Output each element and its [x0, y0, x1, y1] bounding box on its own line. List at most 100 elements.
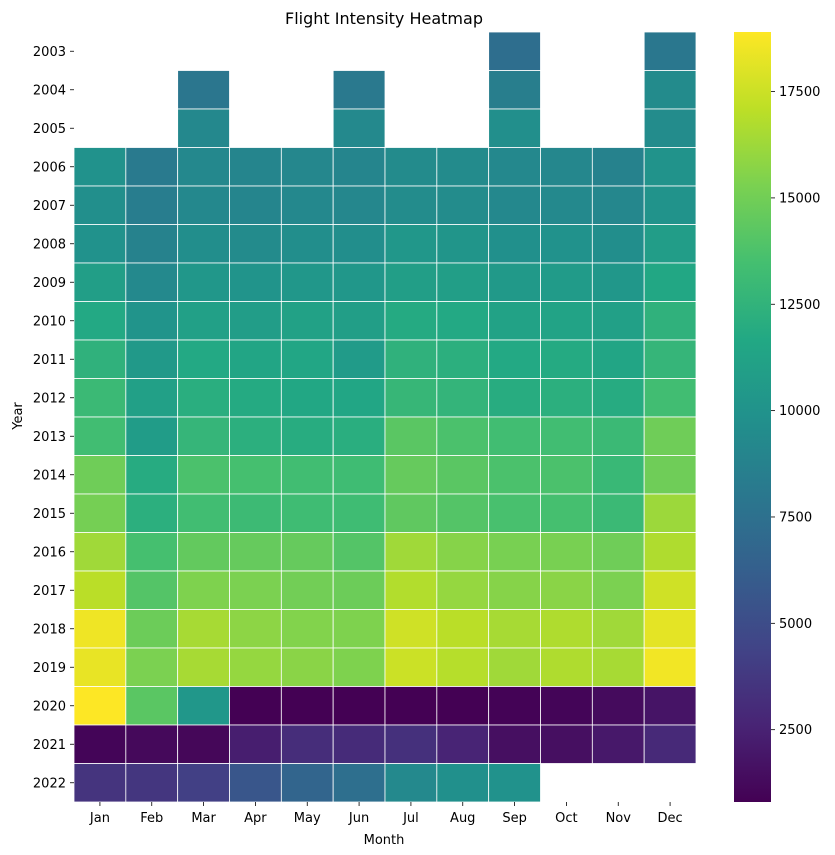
heatmap-cell — [643, 455, 697, 495]
heatmap-cell — [280, 416, 334, 456]
heatmap-cell — [488, 570, 541, 610]
heatmap-cell — [488, 532, 541, 572]
heatmap-cell — [229, 262, 282, 302]
heatmap-cell — [436, 724, 490, 764]
heatmap-cell — [177, 147, 230, 187]
heatmap-cell — [177, 493, 230, 533]
heatmap-cell — [436, 686, 490, 726]
y-axis-label: Year — [11, 402, 26, 431]
heatmap-cells — [73, 31, 697, 803]
heatmap-cell — [643, 70, 697, 110]
heatmap-cell — [591, 532, 645, 572]
heatmap-cell — [384, 339, 438, 379]
heatmap-cell — [436, 378, 490, 418]
y-tick-label: 2008 — [33, 237, 66, 252]
heatmap-cell — [384, 185, 438, 225]
heatmap-cell — [177, 301, 230, 341]
heatmap-cell — [591, 185, 645, 225]
y-tick-label: 2012 — [33, 391, 66, 406]
heatmap-cell — [643, 262, 697, 302]
heatmap-cell — [384, 378, 438, 418]
heatmap-cell — [332, 647, 386, 687]
y-tick-label: 2022 — [33, 776, 66, 791]
y-tick-label: 2019 — [33, 661, 66, 676]
heatmap-cell — [73, 570, 127, 610]
heatmap-cell — [125, 416, 179, 456]
heatmap-cell — [436, 493, 490, 533]
colorbar-tick-label: 7500 — [779, 510, 812, 525]
heatmap-cell — [488, 147, 541, 187]
heatmap-cell — [384, 609, 438, 649]
y-tick-label: 2007 — [33, 199, 66, 214]
heatmap-cell — [177, 262, 230, 302]
heatmap-cell — [332, 378, 386, 418]
heatmap-cell — [488, 31, 541, 71]
heatmap-cell — [280, 570, 334, 610]
colorbar-tick-label: 5000 — [779, 617, 812, 632]
heatmap-cell — [280, 224, 334, 264]
heatmap-cell — [125, 532, 179, 572]
heatmap-cell — [177, 378, 230, 418]
heatmap-cell — [125, 724, 179, 764]
heatmap-cell — [73, 147, 127, 187]
heatmap-cell — [177, 763, 230, 803]
heatmap-cell — [125, 570, 179, 610]
x-tick-label: Dec — [658, 811, 683, 826]
heatmap-cell — [332, 301, 386, 341]
heatmap-cell — [384, 262, 438, 302]
heatmap-cell — [540, 185, 593, 225]
heatmap-cell — [280, 378, 334, 418]
heatmap-cell — [73, 493, 127, 533]
heatmap-cell — [229, 147, 282, 187]
x-tick-label: Jan — [89, 811, 110, 826]
heatmap-cell — [643, 224, 697, 264]
heatmap-cell — [73, 301, 127, 341]
heatmap-cell — [73, 724, 127, 764]
heatmap-cell — [643, 493, 697, 533]
heatmap-cell — [488, 763, 541, 803]
heatmap-cell — [125, 262, 179, 302]
heatmap-cell — [488, 339, 541, 379]
heatmap-cell — [177, 724, 230, 764]
heatmap-cell — [488, 378, 541, 418]
heatmap-cell — [643, 609, 697, 649]
heatmap-cell — [540, 262, 593, 302]
heatmap-cell — [643, 378, 697, 418]
heatmap-cell — [591, 647, 645, 687]
heatmap-cell — [332, 532, 386, 572]
heatmap-cell — [280, 262, 334, 302]
heatmap-cell — [73, 224, 127, 264]
y-tick-labels: 2003 2004 2005 2006 2007 2008 2009 2010 2011 2012… — [33, 45, 74, 791]
y-tick-label: 2006 — [33, 160, 66, 175]
heatmap-cell — [177, 686, 230, 726]
heatmap-cell — [229, 763, 282, 803]
heatmap-cell — [280, 724, 334, 764]
heatmap-cell — [229, 724, 282, 764]
heatmap-cell — [332, 686, 386, 726]
heatmap-cell — [643, 416, 697, 456]
heatmap-cell — [332, 455, 386, 495]
heatmap-cell — [280, 147, 334, 187]
heatmap-cell — [280, 339, 334, 379]
heatmap-cell — [177, 416, 230, 456]
x-tick-label: Oct — [555, 811, 577, 826]
heatmap-cell — [229, 224, 282, 264]
heatmap-cell — [436, 570, 490, 610]
heatmap-cell — [229, 532, 282, 572]
heatmap-cell — [643, 31, 697, 71]
heatmap-cell — [177, 532, 230, 572]
heatmap-cell — [488, 185, 541, 225]
heatmap-cell — [125, 686, 179, 726]
heatmap-cell — [280, 532, 334, 572]
heatmap-cell — [73, 339, 127, 379]
heatmap-cell — [332, 70, 386, 110]
heatmap-cell — [436, 147, 490, 187]
heatmap-cell — [73, 763, 127, 803]
heatmap-cell — [73, 686, 127, 726]
heatmap-cell — [177, 339, 230, 379]
heatmap-cell — [332, 763, 386, 803]
y-tick-label: 2020 — [33, 699, 66, 714]
heatmap-cell — [332, 339, 386, 379]
heatmap-cell — [436, 185, 490, 225]
heatmap-cell — [332, 224, 386, 264]
